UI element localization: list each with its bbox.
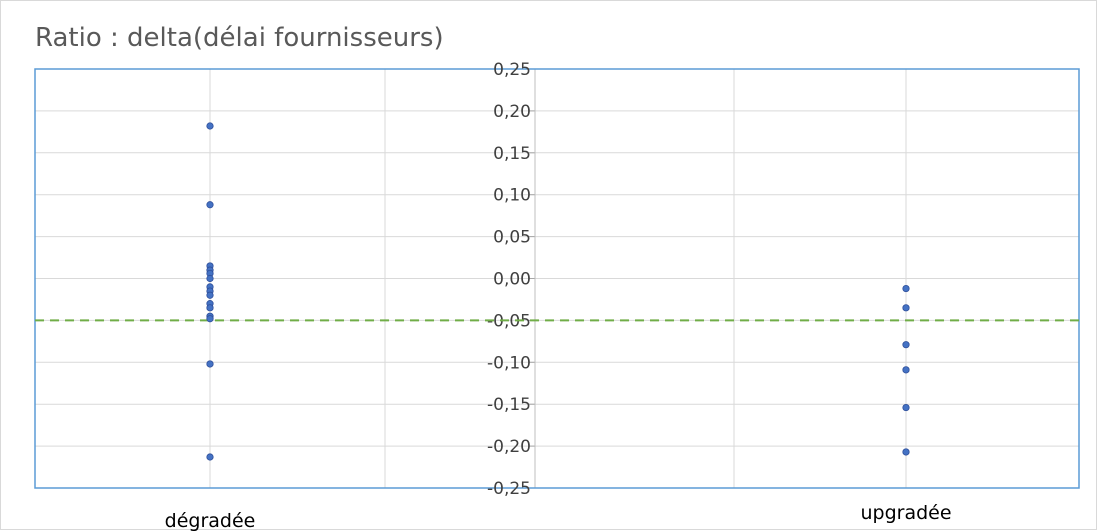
y-tick-label: 0,20 xyxy=(493,102,531,122)
y-tick-label: -0,20 xyxy=(487,437,531,457)
data-point xyxy=(207,454,213,460)
data-point xyxy=(207,305,213,311)
data-point xyxy=(207,361,213,367)
category-label: dégradée xyxy=(165,510,256,531)
data-point xyxy=(207,292,213,298)
data-point xyxy=(903,285,909,291)
data-point xyxy=(903,342,909,348)
y-tick-label: -0,25 xyxy=(487,479,531,499)
data-point xyxy=(903,404,909,410)
data-point xyxy=(207,123,213,129)
y-tick-label: 0,05 xyxy=(493,228,531,248)
data-point xyxy=(903,449,909,455)
chart-title: Ratio : delta(délai fournisseurs) xyxy=(35,23,444,53)
y-tick-label: -0,15 xyxy=(487,395,531,415)
y-tick-label: 0,15 xyxy=(493,144,531,164)
y-tick-label: 0,00 xyxy=(493,270,531,290)
y-tick-label: -0,10 xyxy=(487,353,531,373)
data-point xyxy=(903,367,909,373)
y-tick-label: 0,10 xyxy=(493,186,531,206)
data-point xyxy=(207,316,213,322)
data-point xyxy=(207,275,213,281)
data-point xyxy=(207,202,213,208)
category-label: upgradée xyxy=(860,502,951,524)
y-tick-label: 0,25 xyxy=(493,60,531,80)
data-point xyxy=(903,305,909,311)
